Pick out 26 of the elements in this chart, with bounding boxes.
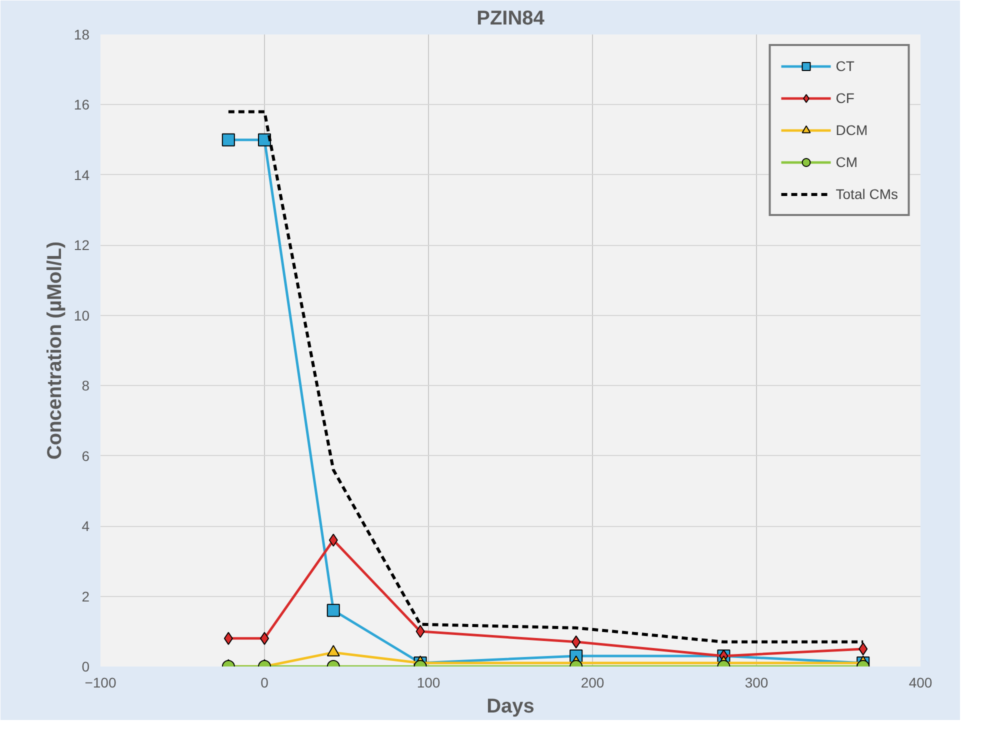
y-tick-label: 8 <box>82 378 90 394</box>
legend-label: DCM <box>836 122 868 138</box>
y-tick-label: 10 <box>74 307 90 324</box>
legend-label: CT <box>836 58 856 74</box>
x-axis-title: Days <box>486 696 534 718</box>
x-tick-label: 100 <box>416 674 440 690</box>
y-tick-label: 0 <box>82 658 90 674</box>
y-tick-label: 6 <box>82 448 90 464</box>
y-tick-label: 12 <box>74 237 90 254</box>
point <box>326 645 340 656</box>
legend-label: Total CMs <box>836 186 898 202</box>
chart-title: PZIN84 <box>476 8 546 30</box>
x-tick-label: 400 <box>908 674 932 690</box>
y-tick-label: 16 <box>74 96 90 113</box>
legend-label: CF <box>836 90 856 106</box>
y-tick-label: 2 <box>82 588 90 604</box>
y-tick-label: 14 <box>74 166 90 183</box>
point <box>222 133 235 146</box>
y-tick-label: 4 <box>82 518 90 534</box>
legend-label: CM <box>836 154 858 170</box>
x-tick-label: −100 <box>84 674 116 690</box>
y-tick-label: 18 <box>74 26 90 42</box>
x-tick-label: 0 <box>260 674 269 690</box>
y-axis-title: Concentration (µMol/L) <box>44 241 66 460</box>
x-tick-label: 200 <box>580 674 604 690</box>
x-tick-label: 300 <box>744 674 768 690</box>
